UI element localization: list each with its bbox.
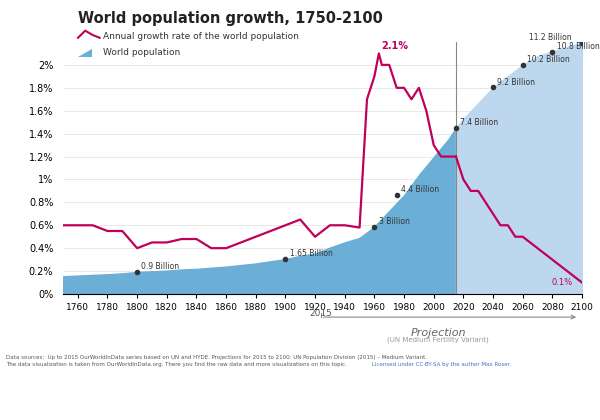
Text: World population growth, 1750-2100: World population growth, 1750-2100 (78, 10, 383, 26)
Text: 1.65 Billion: 1.65 Billion (290, 249, 332, 258)
Text: Annual growth rate of the world population: Annual growth rate of the world populati… (103, 32, 299, 41)
Polygon shape (78, 49, 92, 57)
Text: Projection: Projection (410, 328, 466, 339)
Text: 7.4 Billion: 7.4 Billion (460, 118, 498, 127)
Text: The data visualization is taken from OurWorldInData.org. There you find the raw : The data visualization is taken from Our… (6, 362, 347, 367)
Text: World population: World population (103, 48, 181, 58)
Text: (UN Medium Fertility Variant): (UN Medium Fertility Variant) (387, 337, 489, 343)
Text: 0.1%: 0.1% (551, 278, 572, 287)
Text: 2.1%: 2.1% (382, 41, 409, 51)
Text: 10.2 Billion: 10.2 Billion (527, 55, 569, 64)
Text: 0.9 Billion: 0.9 Billion (142, 262, 179, 271)
Text: Data sources:  Up to 2015 OurWorldInData series based on UN and HYDE. Projection: Data sources: Up to 2015 OurWorldInData … (6, 355, 427, 360)
Text: Our World: Our World (11, 16, 52, 21)
Text: 9.2 Billion: 9.2 Billion (497, 78, 535, 87)
Text: 4.4 Billion: 4.4 Billion (401, 186, 439, 194)
Text: 10.8 Billion: 10.8 Billion (557, 42, 599, 51)
Text: 3 Billion: 3 Billion (379, 217, 409, 226)
Text: 11.2 Billion: 11.2 Billion (529, 33, 572, 42)
Text: Licensed under CC-BY-SA by the author Max Roser.: Licensed under CC-BY-SA by the author Ma… (372, 362, 511, 367)
Text: in Data: in Data (17, 28, 46, 34)
Text: 2015: 2015 (310, 309, 332, 318)
